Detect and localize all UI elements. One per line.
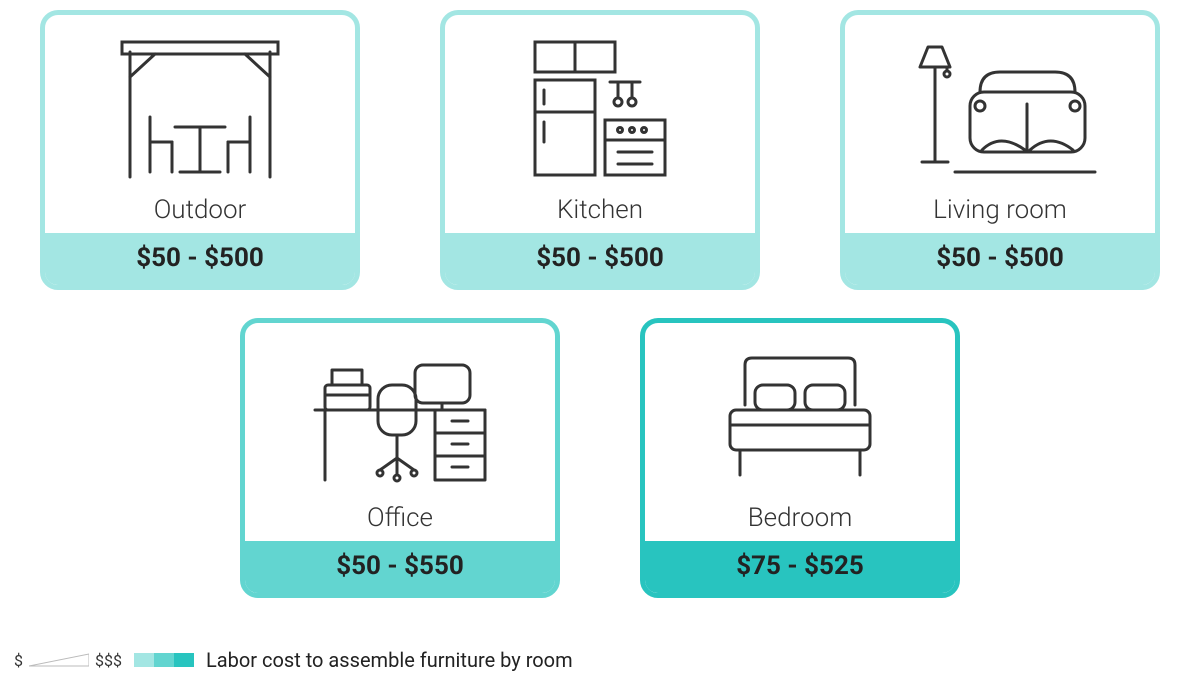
living-room-icon	[845, 15, 1155, 189]
card-label: Office	[245, 497, 555, 541]
legend: $ $$$ Labor cost to assemble furniture b…	[14, 648, 573, 672]
legend-seg-dark	[174, 653, 194, 667]
card-grid: Outdoor $50 - $500	[0, 0, 1200, 598]
legend-low-symbol: $	[14, 651, 23, 670]
office-icon	[245, 323, 555, 497]
outdoor-icon	[45, 15, 355, 189]
kitchen-icon	[445, 15, 755, 189]
card-price: $75 - $525	[645, 541, 955, 593]
card-living-room: Living room $50 - $500	[840, 10, 1160, 290]
legend-seg-light	[134, 653, 154, 667]
card-kitchen: Kitchen $50 - $500	[440, 10, 760, 290]
legend-caption: Labor cost to assemble furniture by room	[206, 648, 573, 672]
card-price: $50 - $500	[445, 233, 755, 285]
card-price: $50 - $500	[45, 233, 355, 285]
card-row-2: Office $50 - $550	[240, 318, 960, 598]
card-label: Outdoor	[45, 189, 355, 233]
card-office: Office $50 - $550	[240, 318, 560, 598]
legend-wedge-icon	[29, 652, 89, 668]
bedroom-icon	[645, 323, 955, 497]
card-label: Bedroom	[645, 497, 955, 541]
card-label: Kitchen	[445, 189, 755, 233]
card-label: Living room	[845, 189, 1155, 233]
legend-high-symbol: $$$	[95, 651, 122, 670]
card-row-1: Outdoor $50 - $500	[40, 10, 1160, 290]
card-bedroom: Bedroom $75 - $525	[640, 318, 960, 598]
legend-scale: $ $$$	[14, 651, 122, 670]
legend-seg-mid	[154, 653, 174, 667]
legend-color-bar	[134, 653, 194, 667]
card-outdoor: Outdoor $50 - $500	[40, 10, 360, 290]
card-price: $50 - $550	[245, 541, 555, 593]
card-price: $50 - $500	[845, 233, 1155, 285]
